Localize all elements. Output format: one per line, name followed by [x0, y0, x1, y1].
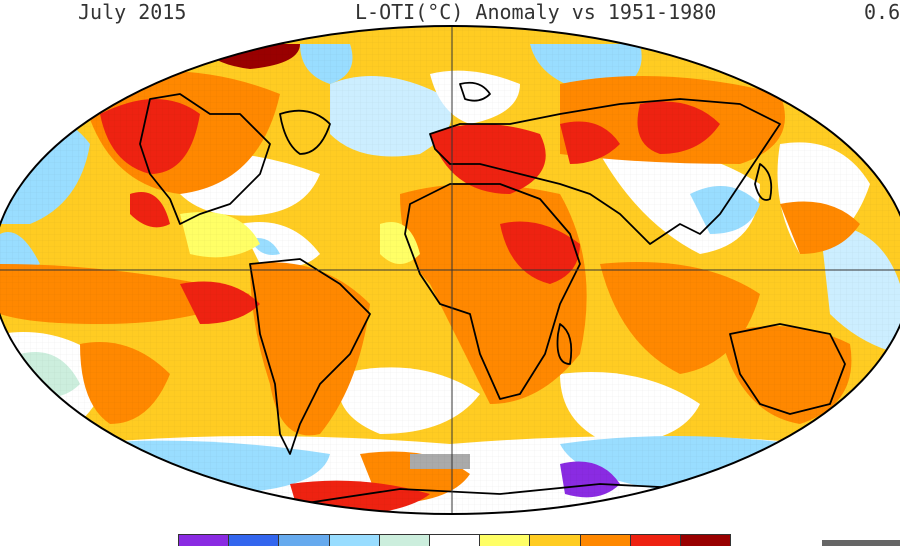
global-mean-value: 0.6: [864, 0, 900, 24]
globe-border: [0, 25, 900, 515]
temperature-anomaly-map: [0, 25, 900, 515]
legend-swatch-5: [429, 534, 481, 546]
legend-swatch-0: [178, 534, 230, 546]
legend-edge-bar: [822, 540, 900, 546]
legend-swatch-4: [379, 534, 430, 546]
legend-swatch-9: [630, 534, 681, 546]
anomaly-field: [0, 26, 900, 514]
legend-swatch-8: [580, 534, 631, 546]
map-title: L-OTI(°C) Anomaly vs 1951-1980: [355, 0, 717, 24]
legend-swatch-1: [229, 534, 280, 546]
legend-swatch-10: [680, 534, 732, 546]
map-date: July 2015: [78, 0, 187, 24]
color-scale-legend: [178, 534, 732, 546]
legend-swatch-7: [530, 534, 581, 546]
legend-swatch-3: [329, 534, 380, 546]
legend-swatch-2: [279, 534, 330, 546]
legend-swatch-6: [480, 534, 531, 546]
